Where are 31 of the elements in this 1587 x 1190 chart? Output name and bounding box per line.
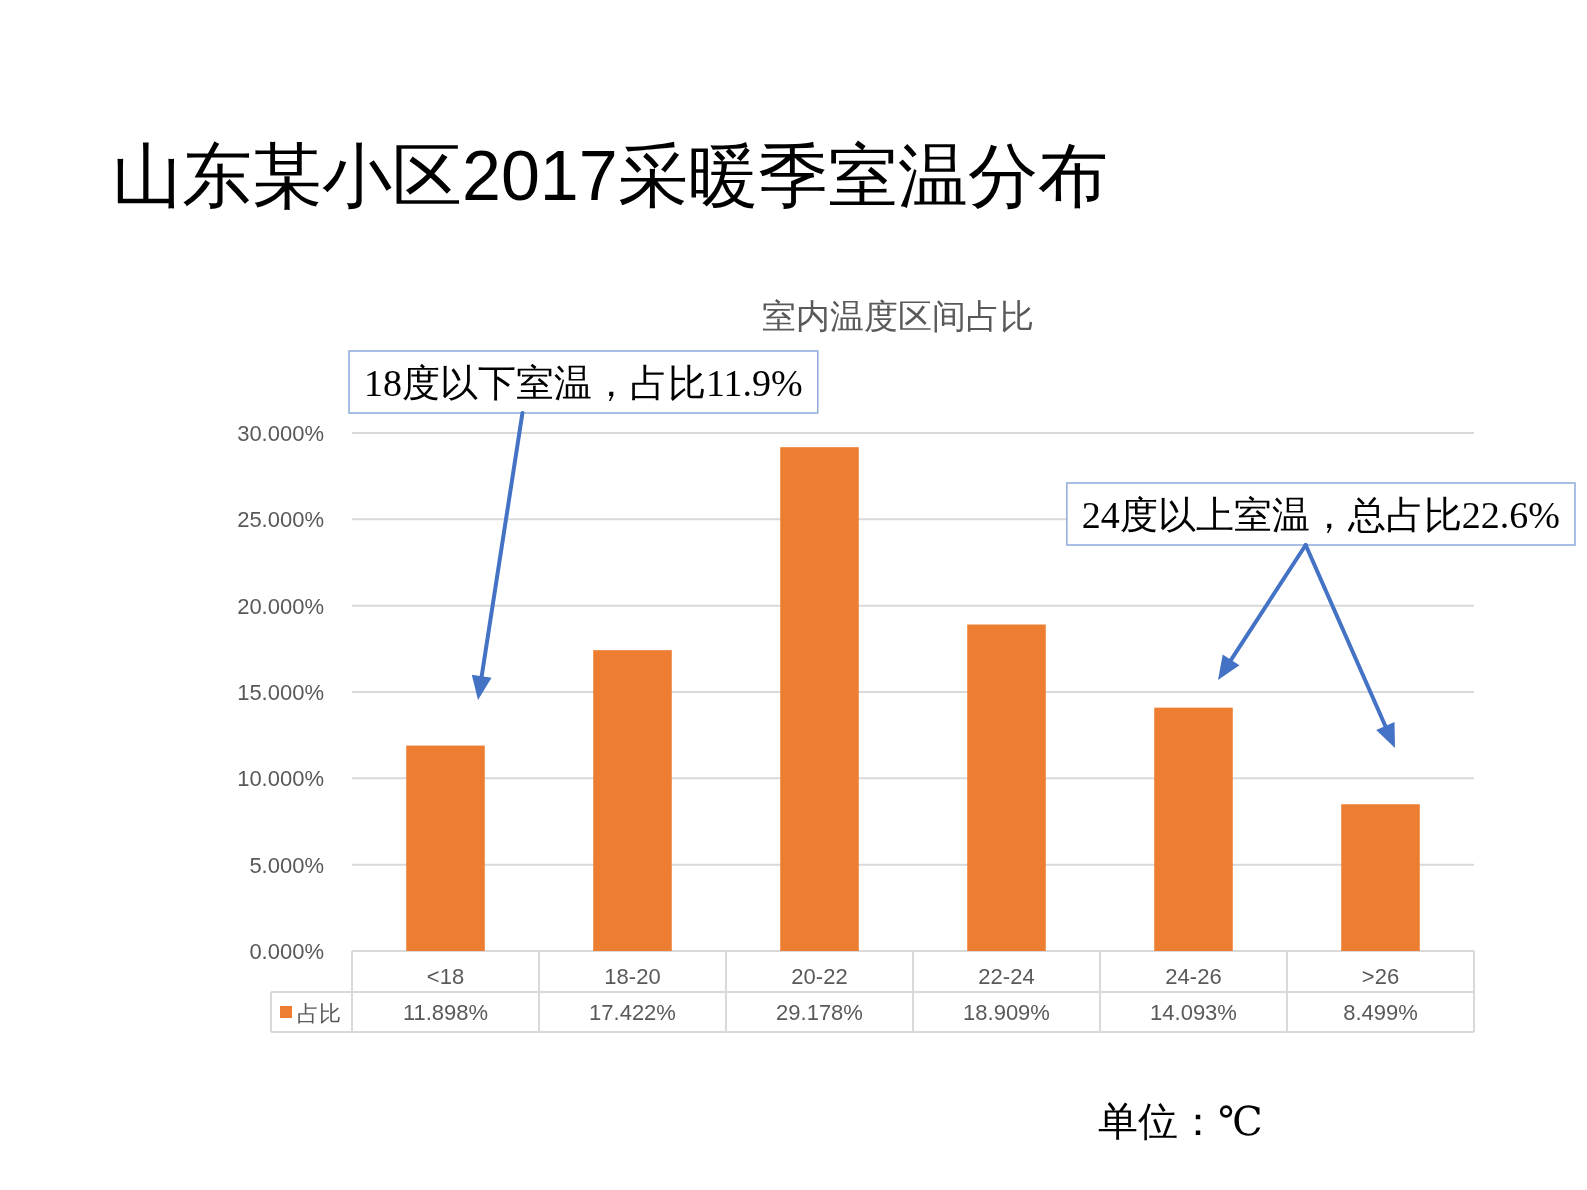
x-tick-label: 24-26 <box>1165 964 1222 989</box>
chart-subtitle: 室内温度区间占比 <box>762 297 1034 335</box>
x-tick-label: 20-22 <box>791 964 848 989</box>
y-tick-label: 0.000% <box>249 939 324 964</box>
data-label: 18.909% <box>963 1000 1050 1025</box>
data-label: 11.898% <box>402 1000 489 1025</box>
chart-title: 山东某小区2017采暖季室温分布 <box>112 137 1108 215</box>
bar <box>1341 804 1420 951</box>
bar <box>780 447 859 951</box>
bar <box>1154 707 1233 951</box>
x-tick-label: >26 <box>1361 964 1400 989</box>
y-tick-label: 5.000% <box>249 852 324 878</box>
text: 单位：℃ <box>1098 1099 1263 1144</box>
data-label: 8.499% <box>1343 1000 1418 1025</box>
bar <box>593 650 672 951</box>
y-tick-label: 25.000% <box>237 507 324 533</box>
text: 18度以下室温，占比11.9% <box>364 362 803 404</box>
data-label: 29.178% <box>776 1000 863 1025</box>
legend-label: 占比 <box>297 1001 341 1026</box>
bar <box>967 624 1046 951</box>
data-label: 17.422% <box>589 1000 676 1025</box>
x-tick-label: <18 <box>426 964 465 989</box>
bar <box>406 745 485 951</box>
y-tick-label: 30.000% <box>237 421 324 446</box>
annotation: 24度以上室温，总占比22.6% <box>1081 494 1560 536</box>
x-tick-label: 18-20 <box>604 964 661 989</box>
data-label: 14.093% <box>1150 1000 1237 1025</box>
y-tick-label: 15.000% <box>237 680 324 705</box>
y-tick-label: 20.000% <box>237 593 324 619</box>
x-tick-label: 22-24 <box>978 964 1035 989</box>
y-tick-label: 10.000% <box>237 766 324 792</box>
